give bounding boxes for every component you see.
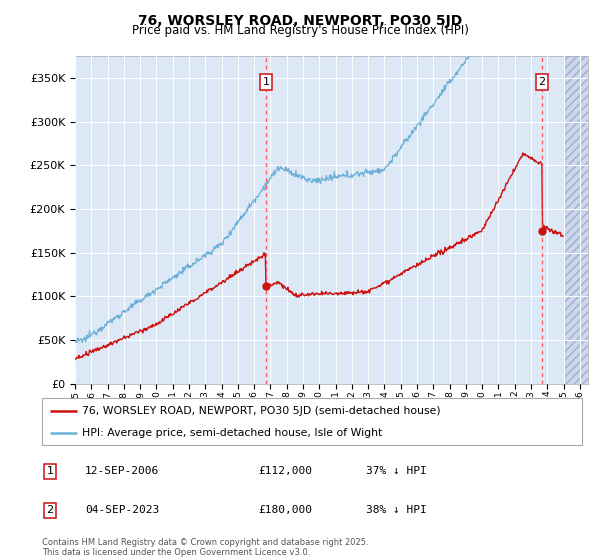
FancyBboxPatch shape xyxy=(42,398,582,445)
Text: 76, WORSLEY ROAD, NEWPORT, PO30 5JD (semi-detached house): 76, WORSLEY ROAD, NEWPORT, PO30 5JD (sem… xyxy=(83,406,441,416)
Text: £180,000: £180,000 xyxy=(258,506,312,515)
Text: 2: 2 xyxy=(47,506,53,515)
Text: 1: 1 xyxy=(262,77,269,87)
Text: Contains HM Land Registry data © Crown copyright and database right 2025.
This d: Contains HM Land Registry data © Crown c… xyxy=(42,538,368,557)
Text: £112,000: £112,000 xyxy=(258,466,312,477)
Text: 1: 1 xyxy=(47,466,53,477)
Text: 37% ↓ HPI: 37% ↓ HPI xyxy=(366,466,427,477)
Text: 76, WORSLEY ROAD, NEWPORT, PO30 5JD: 76, WORSLEY ROAD, NEWPORT, PO30 5JD xyxy=(138,14,462,28)
Text: HPI: Average price, semi-detached house, Isle of Wight: HPI: Average price, semi-detached house,… xyxy=(83,428,383,438)
Text: 04-SEP-2023: 04-SEP-2023 xyxy=(85,506,160,515)
Text: Price paid vs. HM Land Registry's House Price Index (HPI): Price paid vs. HM Land Registry's House … xyxy=(131,24,469,37)
Text: 38% ↓ HPI: 38% ↓ HPI xyxy=(366,506,427,515)
Text: 12-SEP-2006: 12-SEP-2006 xyxy=(85,466,160,477)
Text: 2: 2 xyxy=(538,77,545,87)
